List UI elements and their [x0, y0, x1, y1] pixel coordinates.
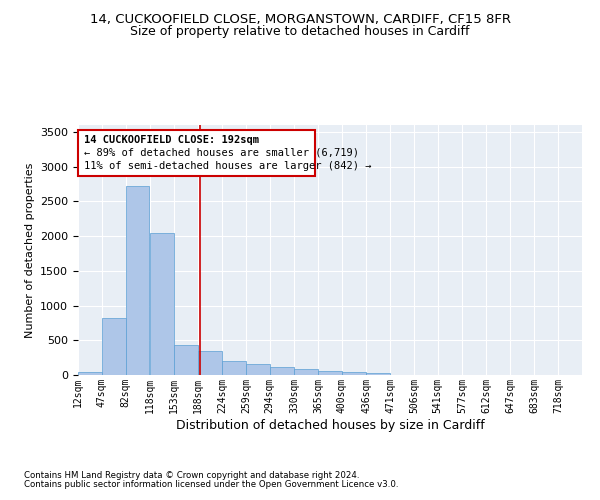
- Bar: [78, 372, 102, 375]
- Bar: [125, 186, 149, 375]
- Bar: [222, 361, 246, 375]
- Bar: [102, 318, 125, 375]
- Bar: [150, 232, 174, 375]
- Bar: [318, 371, 342, 375]
- Bar: [246, 364, 270, 375]
- Y-axis label: Number of detached properties: Number of detached properties: [25, 162, 35, 338]
- Text: Contains HM Land Registry data © Crown copyright and database right 2024.: Contains HM Land Registry data © Crown c…: [24, 471, 359, 480]
- Bar: [174, 345, 198, 375]
- Bar: [198, 352, 221, 375]
- Text: 11% of semi-detached houses are larger (842) →: 11% of semi-detached houses are larger (…: [84, 161, 371, 171]
- Bar: [367, 373, 390, 375]
- Bar: [342, 372, 366, 375]
- Text: Contains public sector information licensed under the Open Government Licence v3: Contains public sector information licen…: [24, 480, 398, 489]
- Text: ← 89% of detached houses are smaller (6,719): ← 89% of detached houses are smaller (6,…: [84, 148, 359, 158]
- Bar: [270, 366, 293, 375]
- X-axis label: Distribution of detached houses by size in Cardiff: Distribution of detached houses by size …: [176, 418, 484, 432]
- Bar: [294, 370, 318, 375]
- Text: Size of property relative to detached houses in Cardiff: Size of property relative to detached ho…: [130, 25, 470, 38]
- Text: 14, CUCKOOFIELD CLOSE, MORGANSTOWN, CARDIFF, CF15 8FR: 14, CUCKOOFIELD CLOSE, MORGANSTOWN, CARD…: [89, 12, 511, 26]
- Text: 14 CUCKOOFIELD CLOSE: 192sqm: 14 CUCKOOFIELD CLOSE: 192sqm: [84, 135, 259, 145]
